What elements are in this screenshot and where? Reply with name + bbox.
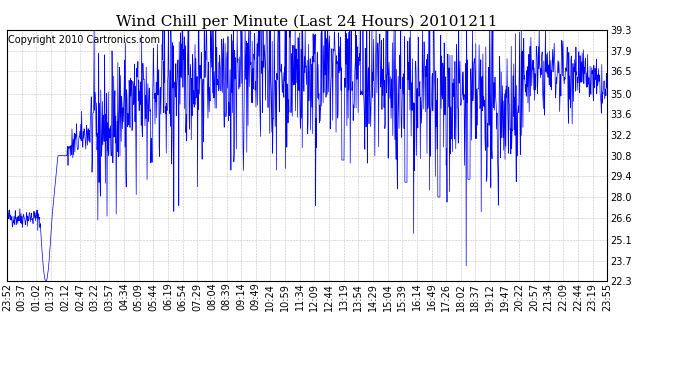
Title: Wind Chill per Minute (Last 24 Hours) 20101211: Wind Chill per Minute (Last 24 Hours) 20… [117, 15, 497, 29]
Text: Copyright 2010 Cartronics.com: Copyright 2010 Cartronics.com [8, 35, 160, 45]
